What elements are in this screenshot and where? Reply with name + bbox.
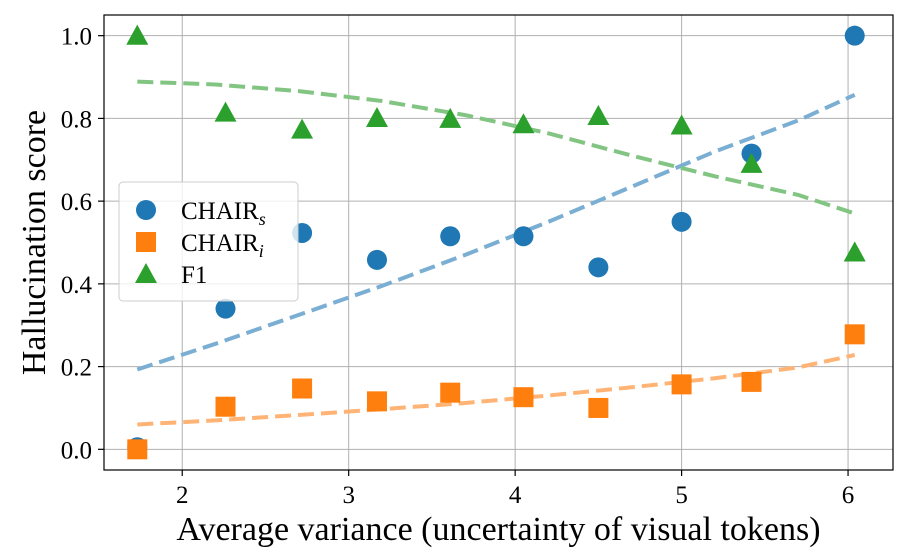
f1-point xyxy=(365,106,388,128)
chair-i-point xyxy=(588,397,609,418)
trend-line-f1 xyxy=(137,79,856,216)
y-tick-label: 0.4 xyxy=(61,272,93,299)
chair-i-point xyxy=(844,324,865,345)
chair-i-point xyxy=(292,378,313,399)
f1-point xyxy=(126,24,149,45)
chair-i-point xyxy=(741,371,762,392)
trend-line-chair-s xyxy=(136,92,856,372)
legend-marker-f1 xyxy=(135,263,157,284)
legend-label-chair-s: CHAIRs xyxy=(181,198,266,229)
chair-s-point xyxy=(513,226,534,247)
chair-i-point xyxy=(671,374,692,395)
chair-i-point xyxy=(513,387,534,408)
x-tick-label: 3 xyxy=(342,482,355,509)
chair-s-point xyxy=(588,257,609,278)
y-tick-label: 0.6 xyxy=(61,189,92,216)
chair-s-point xyxy=(440,226,461,247)
legend-subscript: s xyxy=(259,209,266,229)
x-tick-label: 2 xyxy=(176,482,189,509)
legend-label-f1: F1 xyxy=(181,262,207,289)
chair-i-point xyxy=(440,382,461,403)
chair-s-point xyxy=(844,25,865,46)
grid xyxy=(104,15,893,470)
f1-point xyxy=(439,107,462,128)
y-tick-label: 0.2 xyxy=(61,355,92,382)
legend-label-chair-i: CHAIRi xyxy=(181,230,264,261)
chair-i-point xyxy=(127,439,148,460)
y-tick-label: 0.8 xyxy=(61,106,92,133)
f1-point xyxy=(740,152,763,173)
legend-subscript: i xyxy=(259,241,264,261)
chair-i-point xyxy=(215,396,236,417)
y-tick-label: 1.0 xyxy=(61,24,92,51)
legend-box xyxy=(118,181,299,302)
chair-s-point xyxy=(215,298,236,319)
y-axis-label: Hallucination score xyxy=(16,110,53,375)
x-tick-label: 5 xyxy=(675,482,688,509)
f1-point xyxy=(214,101,237,122)
plot-frame xyxy=(103,14,894,471)
axis-ticks: 2 3 4 5 6 0.0 0.2 0.4 0.6 0.8 1.0 xyxy=(61,24,855,509)
f1-point xyxy=(670,114,693,135)
y-tick-label: 0.0 xyxy=(61,437,92,464)
f1-point xyxy=(291,118,314,139)
chair-i-point xyxy=(366,391,387,412)
x-axis-label: Average variance (uncertainty of visual … xyxy=(176,511,820,548)
f1-point xyxy=(843,241,866,262)
f1-point xyxy=(512,113,535,134)
x-tick-label: 6 xyxy=(842,482,855,509)
legend-marker-chair-i xyxy=(136,232,156,252)
chair-s-point xyxy=(671,211,692,232)
chair-s-point xyxy=(366,249,387,270)
legend-marker-chair-s xyxy=(136,200,156,220)
f1-point xyxy=(587,104,610,125)
x-tick-label: 4 xyxy=(509,482,522,509)
